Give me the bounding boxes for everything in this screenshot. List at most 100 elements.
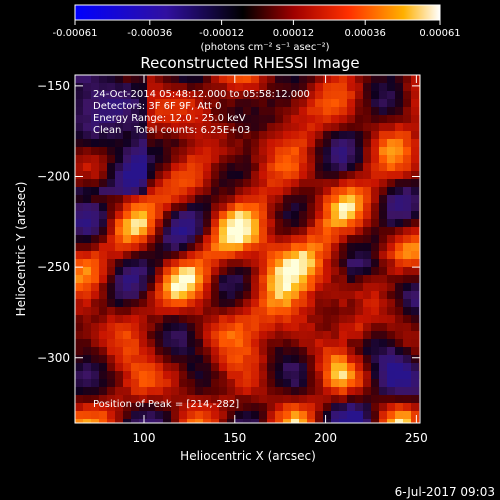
heatmap-cell: [75, 139, 83, 147]
heatmap-cell: [307, 171, 315, 179]
annotation-energy-range: Energy Range: 12.0 - 25.0 keV: [93, 113, 246, 124]
heatmap-cell: [99, 243, 107, 251]
heatmap-cell: [75, 131, 83, 139]
heatmap-cell: [347, 363, 355, 371]
heatmap-cell: [371, 379, 379, 387]
heatmap-cell: [363, 291, 371, 299]
heatmap-cell: [355, 323, 363, 331]
heatmap-cell: [115, 347, 123, 355]
heatmap-cell: [259, 355, 267, 363]
heatmap-cell: [403, 107, 411, 115]
colorbar-tick-label: 0.00036: [345, 28, 386, 39]
heatmap-cell: [107, 99, 115, 107]
heatmap-cell: [115, 107, 123, 115]
heatmap-cell: [131, 387, 139, 395]
heatmap-cell: [315, 363, 323, 371]
heatmap-cell: [283, 283, 291, 291]
heatmap-cell: [411, 411, 419, 419]
heatmap-cell: [179, 243, 187, 251]
heatmap-cell: [283, 347, 291, 355]
heatmap-cell: [115, 99, 123, 107]
heatmap-cell: [235, 251, 243, 259]
heatmap-cell: [331, 403, 339, 411]
heatmap-cell: [187, 195, 195, 203]
heatmap-cell: [395, 115, 403, 123]
heatmap-cell: [91, 275, 99, 283]
heatmap-cell: [363, 299, 371, 307]
heatmap-cell: [283, 251, 291, 259]
heatmap-cell: [195, 347, 203, 355]
heatmap-cell: [323, 147, 331, 155]
heatmap-cell: [395, 139, 403, 147]
heatmap-cell: [403, 275, 411, 283]
heatmap-cell: [307, 371, 315, 379]
heatmap-cell: [259, 219, 267, 227]
heatmap-cell: [99, 371, 107, 379]
heatmap-cell: [387, 251, 395, 259]
y-axis-label: Heliocentric Y (arcsec): [14, 182, 28, 317]
heatmap-cell: [315, 99, 323, 107]
heatmap-cell: [243, 387, 251, 395]
heatmap-cell: [123, 235, 131, 243]
heatmap-cell: [163, 155, 171, 163]
heatmap-cell: [323, 235, 331, 243]
heatmap-cell: [219, 315, 227, 323]
heatmap-cell: [395, 147, 403, 155]
heatmap-cell: [139, 243, 147, 251]
heatmap-cell: [387, 123, 395, 131]
heatmap-cell: [379, 219, 387, 227]
heatmap-cell: [371, 83, 379, 91]
heatmap-cell: [331, 347, 339, 355]
heatmap-cell: [299, 219, 307, 227]
heatmap-cell: [283, 147, 291, 155]
heatmap-cell: [99, 355, 107, 363]
heatmap-cell: [251, 163, 259, 171]
heatmap-cell: [251, 219, 259, 227]
heatmap-cell: [259, 91, 267, 99]
heatmap-cell: [387, 219, 395, 227]
heatmap-cell: [395, 323, 403, 331]
heatmap-cell: [331, 115, 339, 123]
heatmap-cell: [331, 179, 339, 187]
heatmap-cell: [275, 347, 283, 355]
heatmap-cell: [387, 99, 395, 107]
heatmap-cell: [171, 283, 179, 291]
heatmap-cell: [203, 379, 211, 387]
heatmap-cell: [331, 323, 339, 331]
heatmap-cell: [379, 323, 387, 331]
heatmap-cell: [371, 123, 379, 131]
heatmap-cell: [283, 75, 291, 83]
heatmap-cell: [139, 251, 147, 259]
heatmap-cell: [243, 299, 251, 307]
heatmap-cell: [387, 387, 395, 395]
heatmap-cell: [211, 323, 219, 331]
heatmap-cell: [211, 315, 219, 323]
heatmap-cell: [315, 179, 323, 187]
heatmap-cell: [371, 275, 379, 283]
heatmap-cell: [195, 275, 203, 283]
heatmap-cell: [411, 195, 419, 203]
heatmap-cell: [363, 331, 371, 339]
heatmap-cell: [267, 419, 275, 423]
heatmap-cell: [139, 283, 147, 291]
heatmap-cell: [403, 307, 411, 315]
heatmap-cell: [123, 411, 131, 419]
heatmap-cell: [275, 371, 283, 379]
heatmap-cell: [299, 363, 307, 371]
heatmap-cell: [323, 411, 331, 419]
heatmap-cell: [395, 251, 403, 259]
heatmap-cell: [411, 267, 419, 275]
heatmap-cell: [227, 419, 235, 423]
heatmap-cell: [283, 179, 291, 187]
heatmap-cell: [331, 307, 339, 315]
heatmap-cell: [235, 91, 243, 99]
heatmap-cell: [363, 115, 371, 123]
heatmap-cell: [339, 395, 347, 403]
heatmap-cell: [371, 291, 379, 299]
heatmap-cell: [411, 139, 419, 147]
heatmap-cell: [315, 171, 323, 179]
heatmap-cell: [107, 411, 115, 419]
heatmap-cell: [291, 83, 299, 91]
heatmap-cell: [323, 371, 331, 379]
heatmap-cell: [99, 131, 107, 139]
